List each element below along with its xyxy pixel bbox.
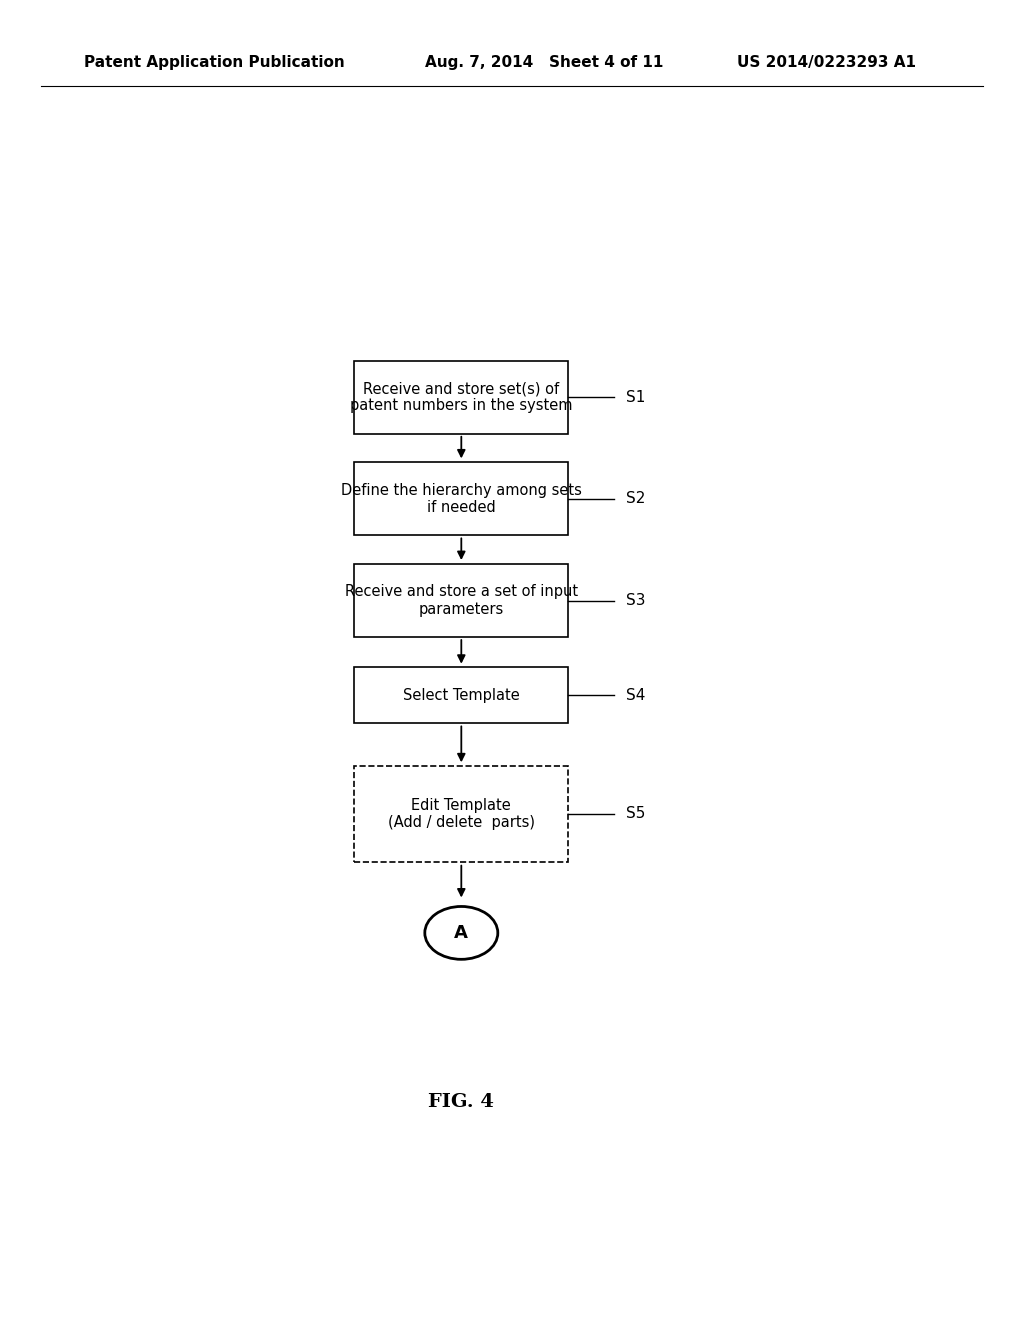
Ellipse shape xyxy=(425,907,498,960)
Text: US 2014/0223293 A1: US 2014/0223293 A1 xyxy=(737,54,916,70)
FancyBboxPatch shape xyxy=(354,667,568,723)
Text: Patent Application Publication: Patent Application Publication xyxy=(84,54,345,70)
Text: Receive and store a set of input
parameters: Receive and store a set of input paramet… xyxy=(345,585,578,616)
Text: S2: S2 xyxy=(626,491,645,507)
Text: Define the hierarchy among sets
if needed: Define the hierarchy among sets if neede… xyxy=(341,483,582,515)
Text: Edit Template
(Add / delete  parts): Edit Template (Add / delete parts) xyxy=(388,797,535,830)
Text: Receive and store set(s) of
patent numbers in the system: Receive and store set(s) of patent numbe… xyxy=(350,381,572,413)
FancyBboxPatch shape xyxy=(354,360,568,434)
Text: FIG. 4: FIG. 4 xyxy=(428,1093,495,1110)
Text: S4: S4 xyxy=(626,688,645,702)
FancyBboxPatch shape xyxy=(354,766,568,862)
Text: Select Template: Select Template xyxy=(402,688,520,702)
FancyBboxPatch shape xyxy=(354,564,568,638)
FancyBboxPatch shape xyxy=(354,462,568,536)
Text: A: A xyxy=(455,924,468,942)
Text: S5: S5 xyxy=(626,807,645,821)
Text: S3: S3 xyxy=(626,593,645,609)
Text: S1: S1 xyxy=(626,389,645,405)
Text: Aug. 7, 2014   Sheet 4 of 11: Aug. 7, 2014 Sheet 4 of 11 xyxy=(425,54,664,70)
